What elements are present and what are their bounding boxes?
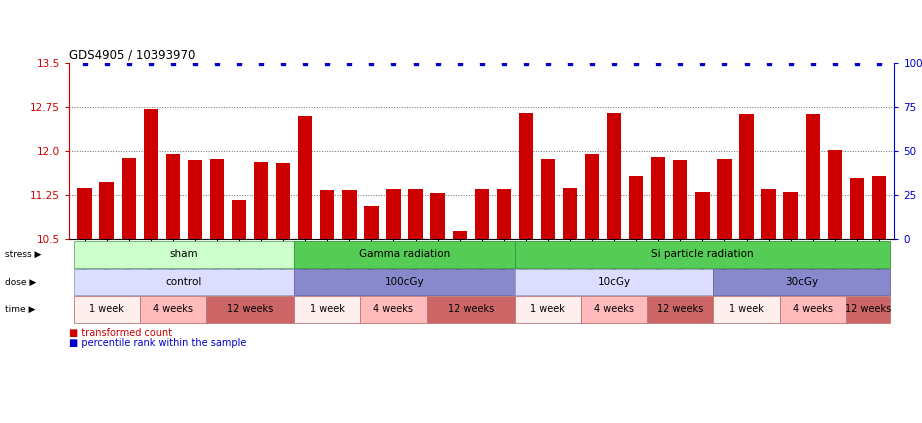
Text: stress ▶: stress ▶ [5, 250, 41, 259]
Bar [453, 231, 467, 239]
Bar [188, 160, 202, 239]
Text: 1 week: 1 week [729, 305, 764, 314]
Bar [784, 192, 798, 239]
Bar [497, 189, 511, 239]
Bar [717, 159, 732, 239]
Bar [695, 192, 710, 239]
Bar [276, 163, 290, 239]
Bar [364, 206, 379, 239]
Bar [144, 109, 158, 239]
Text: GDS4905 / 10393970: GDS4905 / 10393970 [69, 48, 195, 61]
Text: 1 week: 1 week [530, 305, 565, 314]
Bar [607, 113, 621, 239]
Text: 12 weeks: 12 weeks [227, 305, 273, 314]
Bar [431, 193, 444, 239]
Bar [651, 157, 666, 239]
Text: ■ percentile rank within the sample: ■ percentile rank within the sample [69, 338, 246, 348]
Bar [850, 178, 864, 239]
Text: 1 week: 1 week [310, 305, 345, 314]
Bar [166, 154, 180, 239]
Bar [828, 150, 842, 239]
Bar [629, 176, 644, 239]
Bar [254, 162, 268, 239]
Bar [231, 200, 246, 239]
Bar [762, 189, 775, 239]
Text: 12 weeks: 12 weeks [447, 305, 494, 314]
Text: 12 weeks: 12 weeks [657, 305, 703, 314]
Text: 12 weeks: 12 weeks [845, 305, 891, 314]
Text: sham: sham [170, 250, 198, 259]
Text: dose ▶: dose ▶ [5, 277, 36, 286]
Text: 4 weeks: 4 weeks [153, 305, 193, 314]
Bar [210, 159, 224, 239]
Text: 4 weeks: 4 weeks [793, 305, 833, 314]
Text: 30cGy: 30cGy [786, 277, 818, 287]
Bar [408, 189, 422, 239]
Text: control: control [166, 277, 202, 287]
Bar [519, 113, 533, 239]
Bar [806, 114, 820, 239]
Bar [77, 188, 92, 239]
Bar [871, 176, 886, 239]
Text: 1 week: 1 week [89, 305, 124, 314]
Bar [342, 190, 357, 239]
Bar [122, 158, 136, 239]
Text: 100cGy: 100cGy [384, 277, 424, 287]
Bar [673, 160, 688, 239]
Bar [739, 114, 753, 239]
Text: Gamma radiation: Gamma radiation [359, 250, 450, 259]
Bar [475, 189, 489, 239]
Text: 4 weeks: 4 weeks [373, 305, 413, 314]
Bar [562, 187, 577, 239]
Bar [320, 190, 335, 239]
Bar [298, 115, 313, 239]
Text: time ▶: time ▶ [5, 305, 35, 314]
Bar [386, 189, 401, 239]
Text: 10cGy: 10cGy [597, 277, 631, 287]
Text: Si particle radiation: Si particle radiation [651, 250, 753, 259]
Bar [541, 159, 555, 239]
Bar [100, 181, 113, 239]
Text: ■ transformed count: ■ transformed count [69, 327, 172, 338]
Bar [585, 154, 599, 239]
Text: 4 weeks: 4 weeks [594, 305, 634, 314]
